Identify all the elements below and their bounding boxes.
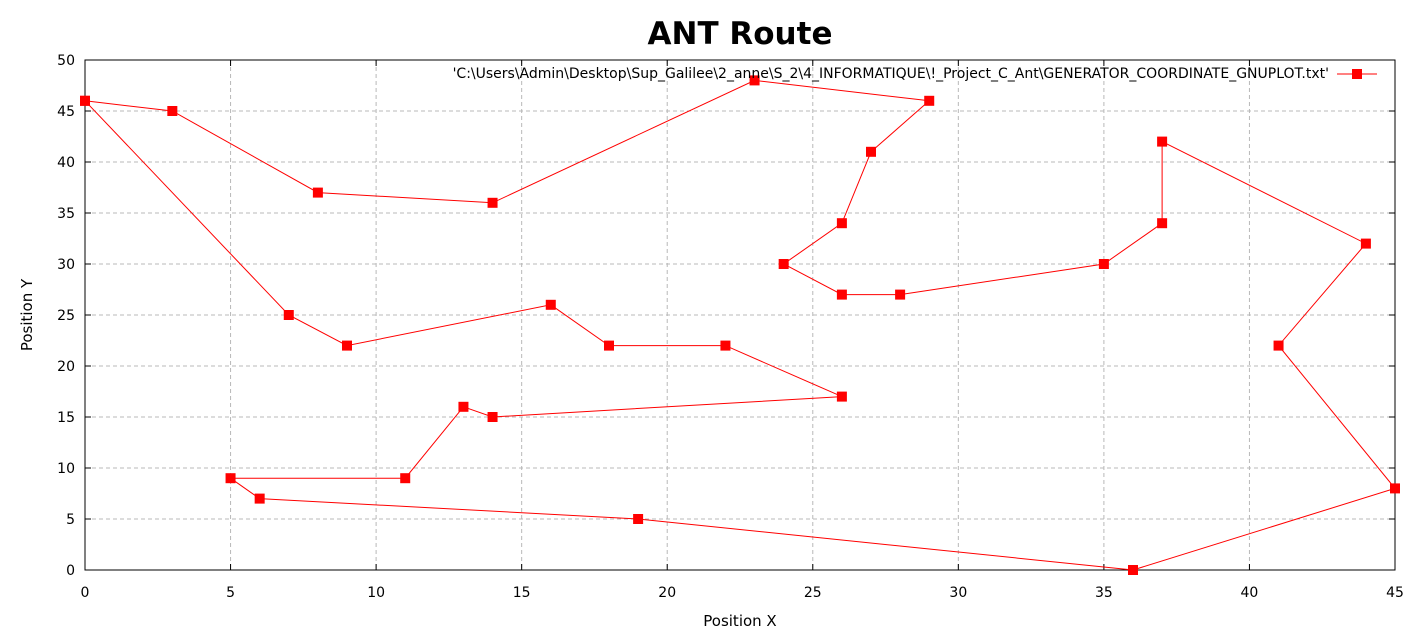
chart-title: ANT Route bbox=[648, 16, 833, 52]
route-point bbox=[487, 412, 498, 422]
x-tick-label: 10 bbox=[367, 585, 385, 601]
x-axis-label: Position X bbox=[703, 612, 776, 630]
route-point bbox=[836, 218, 847, 229]
route-point bbox=[1128, 565, 1138, 575]
route-point bbox=[778, 259, 789, 269]
route-point bbox=[866, 146, 876, 157]
y-axis-label: Position Y bbox=[18, 278, 36, 351]
route-point bbox=[545, 299, 556, 310]
y-tick-label: 30 bbox=[57, 257, 75, 273]
route-point bbox=[80, 95, 90, 106]
y-tick-label: 0 bbox=[66, 563, 75, 579]
y-tick-label: 5 bbox=[66, 512, 75, 528]
route-point bbox=[342, 340, 352, 351]
route-point bbox=[312, 187, 323, 198]
x-tick-label: 30 bbox=[949, 585, 967, 601]
route-point bbox=[1098, 259, 1109, 269]
route-point bbox=[1360, 238, 1371, 249]
route-point bbox=[487, 197, 498, 208]
x-tick-label: 15 bbox=[513, 585, 531, 601]
y-tick-label: 35 bbox=[57, 206, 75, 222]
y-tick-label: 45 bbox=[57, 104, 75, 120]
x-tick-label: 35 bbox=[1095, 585, 1113, 601]
series bbox=[80, 75, 1400, 575]
route-point bbox=[720, 340, 731, 351]
route-point bbox=[1273, 340, 1284, 351]
x-tick-label: 40 bbox=[1241, 585, 1259, 601]
route-point bbox=[924, 95, 935, 106]
y-tick-label: 15 bbox=[57, 410, 75, 426]
grid bbox=[85, 60, 1395, 570]
route-point bbox=[633, 514, 644, 524]
route-point bbox=[1390, 483, 1400, 494]
route-point bbox=[225, 473, 236, 484]
route-point bbox=[458, 401, 469, 412]
route-point bbox=[167, 106, 178, 116]
x-tick-label: 5 bbox=[226, 585, 235, 601]
legend-label: 'C:\Users\Admin\Desktop\Sup_Galilee\2_an… bbox=[453, 66, 1329, 82]
axis-ticks: 0 5 10 15 20 25 30 35 40 45 0 5 10 15 20 25 30 35 40 45 50 bbox=[57, 53, 1404, 601]
x-tick-label: 25 bbox=[804, 585, 822, 601]
route-point bbox=[400, 473, 411, 484]
route-point bbox=[836, 289, 847, 300]
route-point bbox=[836, 391, 847, 402]
y-tick-label: 50 bbox=[57, 53, 75, 69]
route-point bbox=[1157, 218, 1168, 229]
route-point bbox=[254, 493, 265, 504]
y-tick-label: 40 bbox=[57, 155, 75, 171]
y-tick-label: 10 bbox=[57, 461, 75, 477]
route-point bbox=[604, 340, 614, 351]
y-tick-label: 25 bbox=[57, 308, 75, 324]
x-tick-label: 45 bbox=[1386, 585, 1404, 601]
y-tick-label: 20 bbox=[57, 359, 75, 375]
x-tick-label: 20 bbox=[658, 585, 676, 601]
route-point bbox=[895, 289, 906, 300]
route-point bbox=[283, 310, 294, 320]
route-point bbox=[749, 75, 760, 86]
x-tick-label: 0 bbox=[81, 585, 90, 601]
route-line bbox=[84, 79, 1396, 571]
route-point bbox=[1157, 136, 1168, 147]
legend: 'C:\Users\Admin\Desktop\Sup_Galilee\2_an… bbox=[453, 66, 1377, 82]
legend-marker bbox=[1352, 69, 1362, 79]
